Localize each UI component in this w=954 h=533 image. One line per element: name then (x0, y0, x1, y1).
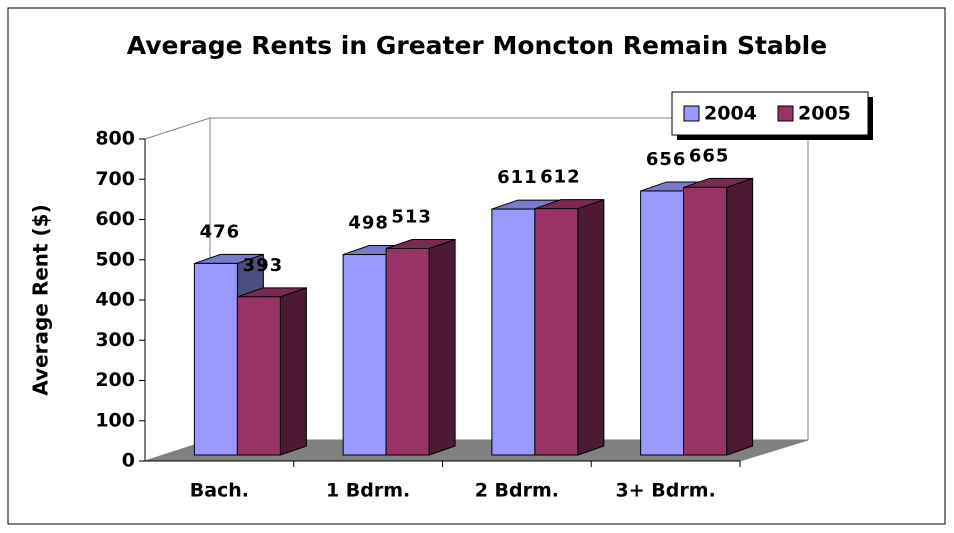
bar-side (428, 238, 456, 456)
y-tick-label: 100 (95, 409, 135, 431)
value-label: 665 (689, 145, 730, 166)
x-tick-label: Bach. (190, 480, 249, 502)
y-tick-label: 500 (95, 248, 135, 270)
y-axis-title: Average Rent ($) (29, 204, 53, 396)
value-label: 611 (497, 167, 538, 188)
legend-swatch (777, 105, 794, 122)
y-tick-label: 200 (95, 369, 135, 391)
y-tick-label: 600 (95, 208, 135, 230)
value-label: 498 (348, 213, 389, 234)
y-tick-label: 700 (95, 168, 135, 190)
bar-side (279, 287, 307, 456)
bar (640, 190, 685, 456)
legend: 2004 2005 (671, 91, 873, 140)
legend-box (671, 91, 869, 136)
value-label: 612 (540, 167, 581, 188)
value-label: 513 (391, 207, 432, 228)
legend-swatch (683, 105, 700, 122)
y-tick-label: 800 (95, 128, 135, 150)
bar-side (577, 198, 605, 456)
x-tick-label: 2 Bdrm. (475, 480, 559, 502)
y-tick-label: 0 (122, 450, 135, 472)
x-tick-label: 1 Bdrm. (326, 480, 410, 502)
bar (385, 248, 430, 456)
bar (342, 254, 387, 456)
x-tick-label: 3+ Bdrm. (616, 480, 716, 502)
y-tick-label: 400 (95, 289, 135, 311)
value-label: 393 (243, 255, 284, 276)
chart-title: Average Rents in Greater Moncton Remain … (127, 31, 827, 60)
bar-side (726, 177, 754, 456)
bar (236, 296, 281, 456)
legend-label: 2005 (798, 103, 851, 125)
legend-label: 2004 (704, 103, 757, 125)
y-tick-label: 300 (95, 329, 135, 351)
bar (534, 208, 579, 456)
bar (683, 186, 728, 456)
value-label: 476 (200, 221, 241, 242)
bar (193, 262, 238, 456)
bar (491, 208, 536, 456)
value-label: 656 (646, 149, 687, 170)
